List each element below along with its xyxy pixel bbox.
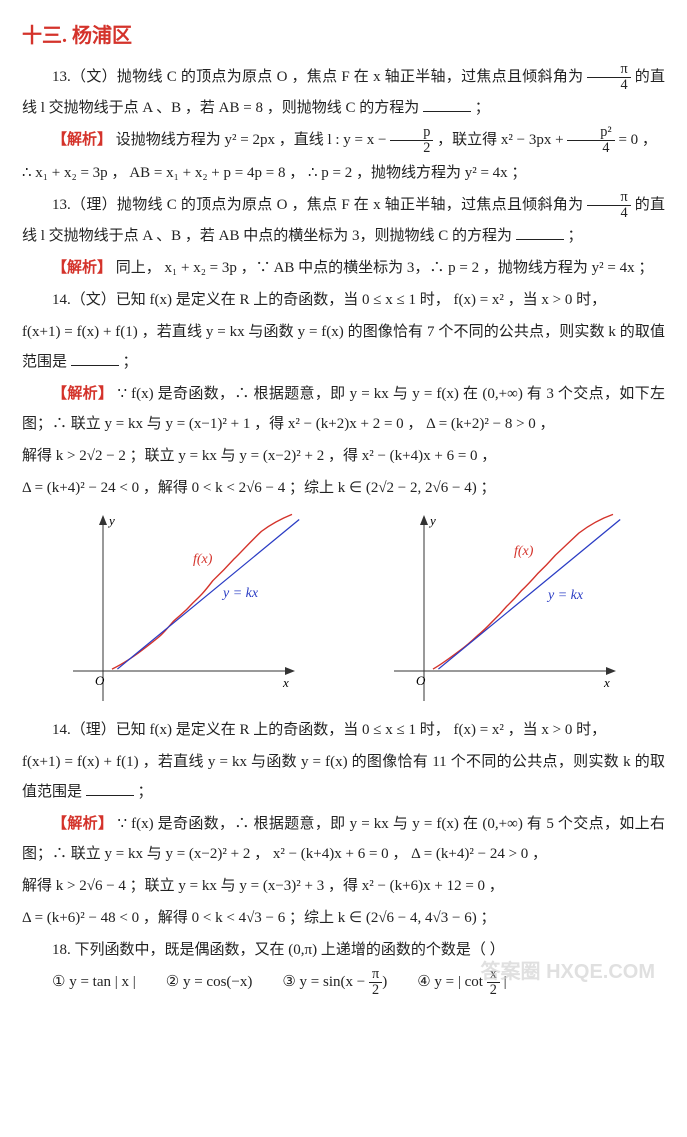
chart-left: O y x f(x) y = kx (53, 511, 313, 711)
frac-pi4: π4 (587, 62, 630, 93)
label-y: y (428, 513, 436, 528)
opt-1: ① y = tan | x | (52, 967, 136, 998)
blank (516, 226, 564, 241)
label-y: y (107, 513, 115, 528)
frac-p2: p2 (390, 125, 433, 156)
solution-14w-c: Δ = (k+4)² − 24 < 0 ，解得 0 < k < 2√6 − 4 … (22, 473, 665, 503)
text: 13.（文）抛物线 C 的顶点为原点 O ，焦点 F 在 x 轴正半轴，过焦点且… (52, 69, 587, 85)
problem-13l: 13.（理）抛物线 C 的顶点为原点 O ，焦点 F 在 x 轴正半轴，过焦点且… (22, 190, 665, 251)
kx-line (117, 520, 299, 670)
solution-14w-a: 【解析】 ∵ f(x) 是奇函数，∴ 根据题意，即 y = kx 与 y = f… (22, 379, 665, 439)
blank (71, 352, 119, 367)
solution-tag: 【解析】 (52, 386, 113, 402)
solution-13l: 【解析】 同上， x₁ + x₂ = 3p ，∵ AB 中点的横坐标为 3，∴ … (22, 253, 665, 283)
chart-row: O y x f(x) y = kx O y x f(x) y = kx (22, 511, 665, 711)
blank (423, 98, 471, 113)
watermark: 答案圈 HXQE.COM (481, 952, 655, 992)
label-x: x (603, 675, 610, 690)
solution-13w: 【解析】 设抛物线方程为 y² = 2px ，直线 l : y = x − p2… (22, 125, 665, 156)
solution-13w-b: ∴ x₁ + x₂ = 3p ， AB = x₁ + x₂ + p = 4p =… (22, 158, 665, 188)
label-O: O (416, 673, 426, 688)
solution-14l-a: 【解析】 ∵ f(x) 是奇函数，∴ 根据题意，即 y = kx 与 y = f… (22, 809, 665, 869)
text: = 0 ， (618, 132, 656, 148)
kx-line (439, 520, 621, 670)
blank (86, 782, 134, 797)
solution-14w-b: 解得 k > 2√2 − 2 ；联立 y = kx 与 y = (x−2)² +… (22, 441, 665, 471)
fx-curve (112, 514, 292, 669)
solution-tag: 【解析】 (52, 816, 113, 832)
solution-tag: 【解析】 (52, 132, 112, 148)
text: 设抛物线方程为 y² = 2px ，直线 l : y = x − (116, 132, 390, 148)
label-kx: y = kx (221, 586, 259, 601)
label-fx: f(x) (193, 552, 213, 567)
problem-14l-a: 14.（理）已知 f(x) 是定义在 R 上的奇函数，当 0 ≤ x ≤ 1 时… (22, 715, 665, 745)
text: ∵ f(x) 是奇函数，∴ 根据题意，即 y = kx 与 y = f(x) 在… (22, 816, 665, 862)
text: ； (123, 354, 138, 370)
frac-p2sq: p²4 (567, 125, 614, 156)
text: ； (138, 784, 153, 800)
text: 同上， x₁ + x₂ = 3p ，∵ AB 中点的横坐标为 3，∴ p = 2… (116, 260, 654, 276)
label-fx: f(x) (514, 544, 534, 559)
solution-14l-c: Δ = (k+6)² − 48 < 0 ，解得 0 < k < 4√3 − 6 … (22, 903, 665, 933)
solution-14l-b: 解得 k > 2√6 − 4 ；联立 y = kx 与 y = (x−3)² +… (22, 871, 665, 901)
problem-14w-a: 14.（文）已知 f(x) 是定义在 R 上的奇函数，当 0 ≤ x ≤ 1 时… (22, 285, 665, 315)
label-O: O (95, 673, 105, 688)
label-kx: y = kx (546, 588, 584, 603)
opt-3: ③ y = sin(x − π2) (282, 967, 387, 998)
fx-curve (433, 514, 613, 669)
section-title: 十三. 杨浦区 (22, 16, 665, 56)
label-x: x (282, 675, 289, 690)
text: ； (475, 100, 490, 116)
text: ∵ f(x) 是奇函数，∴ 根据题意，即 y = kx 与 y = f(x) 在… (22, 386, 665, 432)
problem-13w: 13.（文）抛物线 C 的顶点为原点 O ，焦点 F 在 x 轴正半轴，过焦点且… (22, 62, 665, 123)
problem-14w-b: f(x+1) = f(x) + f(1) ，若直线 y = kx 与函数 y =… (22, 317, 665, 377)
axes (73, 515, 295, 701)
problem-14l-b: f(x+1) = f(x) + f(1) ，若直线 y = kx 与函数 y =… (22, 747, 665, 807)
text: ； (568, 228, 583, 244)
frac-pi4: π4 (587, 190, 630, 221)
text: 13.（理）抛物线 C 的顶点为原点 O ，焦点 F 在 x 轴正半轴，过焦点且… (52, 197, 587, 213)
opt-2: ② y = cos(−x) (166, 967, 253, 998)
text: f(x+1) = f(x) + f(1) ，若直线 y = kx 与函数 y =… (22, 324, 665, 370)
text: ，联立得 x² − 3px + (437, 132, 567, 148)
solution-tag: 【解析】 (52, 260, 112, 276)
chart-right: O y x f(x) y = kx (374, 511, 634, 711)
